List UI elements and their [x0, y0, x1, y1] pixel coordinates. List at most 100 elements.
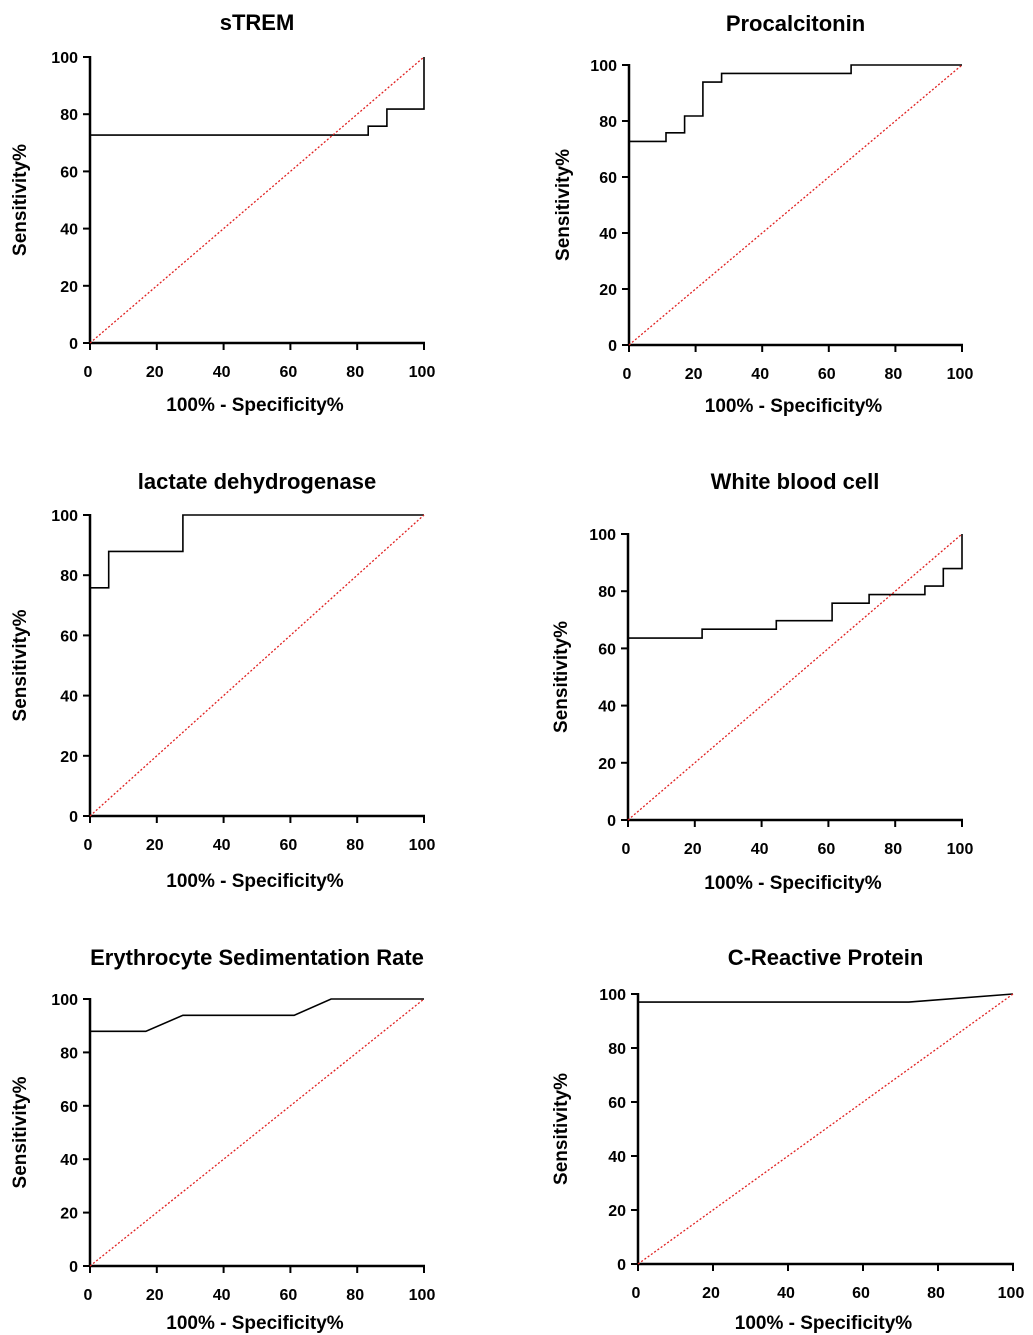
y-tick-label: 20: [60, 749, 78, 766]
chart-panel: lactate dehydrogenase 0 20 40 60 80 100 0 20 40 60…: [10, 469, 435, 892]
x-tick-label: 80: [927, 1285, 945, 1302]
x-tick-label: 40: [751, 841, 769, 858]
y-axis-label: Sensitivity%: [10, 1076, 31, 1188]
y-tick-label: 60: [60, 164, 78, 181]
y-tick-label: 80: [60, 1045, 78, 1062]
y-tick-label: 80: [608, 1041, 626, 1058]
y-tick-label: 20: [60, 279, 78, 296]
x-tick-label: 40: [751, 366, 769, 383]
y-tick-label: 40: [60, 1152, 78, 1169]
y-tick-label: 80: [60, 568, 78, 585]
x-tick-label: 20: [146, 1287, 164, 1304]
x-axis-label: 100% - Specificity%: [735, 1313, 913, 1334]
chart-panel: Procalcitonin 0 20 40 60 80 100 0 20 40 60 80 100 100…: [553, 11, 973, 417]
reference-diagonal-line: [637, 993, 1014, 1265]
x-tick-label: 20: [684, 841, 702, 858]
y-tick-label: 40: [599, 226, 617, 243]
x-axis-label: 100% - Specificity%: [705, 396, 883, 417]
x-tick-label: 60: [280, 364, 298, 381]
x-tick-label: 20: [685, 366, 703, 383]
y-tick-label: 60: [608, 1095, 626, 1112]
y-axis-label: Sensitivity%: [10, 144, 31, 256]
x-tick-label: 60: [818, 366, 836, 383]
y-tick-label: 100: [51, 50, 78, 67]
roc-curve-line: [629, 64, 962, 143]
x-tick-label: 100: [409, 364, 436, 381]
x-tick-label: 100: [409, 1287, 436, 1304]
x-tick-label: 60: [818, 841, 836, 858]
x-tick-label: 40: [213, 364, 231, 381]
x-tick-label: 100: [409, 837, 436, 854]
y-tick-label: 60: [60, 628, 78, 645]
y-tick-label: 60: [598, 641, 616, 658]
y-axis-label: Sensitivity%: [553, 149, 574, 261]
x-tick-label: 40: [213, 837, 231, 854]
x-tick-label: 40: [777, 1285, 795, 1302]
y-tick-label: 0: [617, 1257, 626, 1274]
y-tick-label: 20: [608, 1203, 626, 1220]
chart-title: Erythrocyte Sedimentation Rate: [90, 945, 424, 970]
chart-title: White blood cell: [711, 469, 880, 494]
x-tick-label: 60: [280, 1287, 298, 1304]
chart-panel: C-Reactive Protein 0 20 40 60 80 100 0 20 40 60 80 1…: [551, 945, 1024, 1334]
roc-curve-line: [628, 534, 963, 639]
y-tick-label: 40: [598, 699, 616, 716]
x-axis-label: 100% - Specificity%: [166, 1313, 344, 1334]
x-tick-label: 40: [213, 1287, 231, 1304]
y-tick-label: 80: [60, 107, 78, 124]
roc-curve-line: [638, 993, 1014, 1003]
x-tick-label: 0: [84, 837, 93, 854]
y-tick-label: 60: [599, 170, 617, 187]
chart-title: lactate dehydrogenase: [138, 469, 376, 494]
y-tick-label: 20: [599, 282, 617, 299]
roc-curve-line: [90, 57, 425, 136]
x-tick-label: 100: [947, 366, 974, 383]
y-axis-label: Sensitivity%: [10, 609, 31, 721]
x-tick-label: 100: [947, 841, 974, 858]
y-tick-label: 0: [69, 809, 78, 826]
x-axis-label: 100% - Specificity%: [166, 395, 344, 416]
y-tick-label: 20: [60, 1206, 78, 1223]
x-tick-label: 80: [885, 366, 903, 383]
roc-curve-line: [90, 514, 424, 589]
reference-diagonal-line: [89, 56, 425, 344]
x-tick-label: 0: [84, 1287, 93, 1304]
chart-title: C-Reactive Protein: [728, 945, 924, 970]
reference-diagonal-line: [89, 514, 425, 817]
x-tick-label: 20: [702, 1285, 720, 1302]
x-tick-label: 80: [346, 364, 364, 381]
x-tick-label: 80: [346, 1287, 364, 1304]
x-tick-label: 0: [622, 841, 631, 858]
x-tick-label: 0: [632, 1285, 641, 1302]
chart-title: sTREM: [220, 10, 295, 35]
x-tick-label: 60: [852, 1285, 870, 1302]
y-tick-label: 60: [60, 1099, 78, 1116]
x-axis-label: 100% - Specificity%: [704, 873, 882, 894]
y-tick-label: 80: [598, 584, 616, 601]
y-tick-label: 100: [51, 508, 78, 525]
y-tick-label: 80: [599, 114, 617, 131]
x-tick-label: 80: [346, 837, 364, 854]
y-tick-label: 0: [69, 1259, 78, 1276]
y-tick-label: 100: [51, 992, 78, 1009]
y-tick-label: 100: [599, 987, 626, 1004]
y-axis-label: Sensitivity%: [551, 1073, 572, 1185]
x-tick-label: 100: [998, 1285, 1025, 1302]
roc-curve-line: [90, 998, 424, 1033]
x-tick-label: 80: [884, 841, 902, 858]
y-tick-label: 0: [608, 338, 617, 355]
y-tick-label: 40: [608, 1149, 626, 1166]
x-tick-label: 20: [146, 837, 164, 854]
x-axis-label: 100% - Specificity%: [166, 871, 344, 892]
y-tick-label: 40: [60, 222, 78, 239]
x-tick-label: 0: [84, 364, 93, 381]
x-tick-label: 0: [623, 366, 632, 383]
y-axis-label: Sensitivity%: [551, 621, 572, 733]
y-tick-label: 0: [607, 813, 616, 830]
reference-diagonal-line: [89, 998, 425, 1267]
reference-diagonal-line: [627, 533, 963, 821]
reference-diagonal-line: [628, 64, 963, 346]
